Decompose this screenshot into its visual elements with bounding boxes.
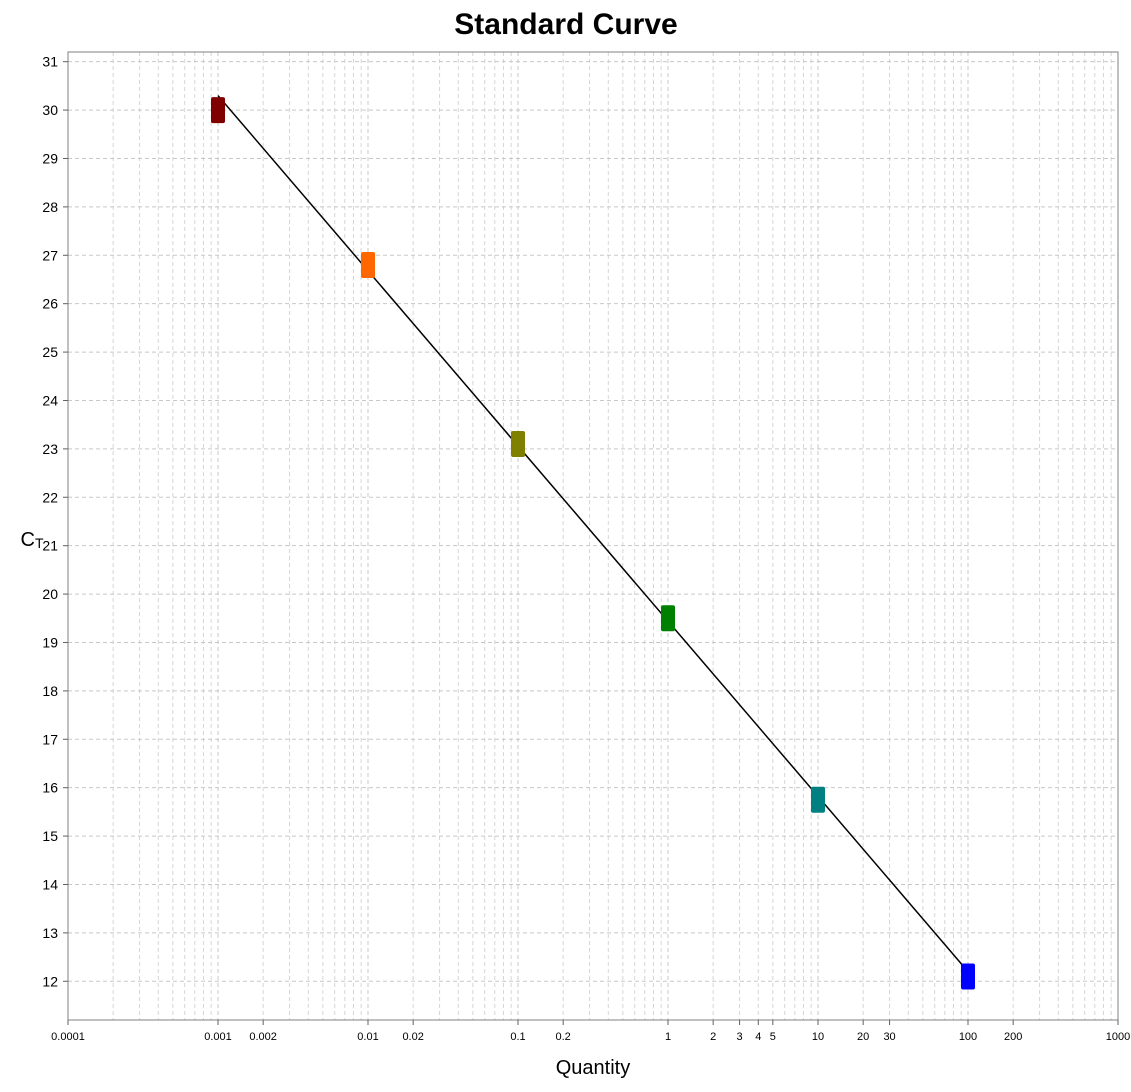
x-tick-label: 30: [883, 1031, 895, 1043]
y-tick-label: 18: [42, 683, 58, 699]
x-tick-label: 100: [959, 1031, 977, 1043]
y-tick-label: 21: [42, 538, 58, 554]
plot-frame: [67, 51, 1119, 1021]
y-tick-label: 14: [42, 876, 58, 892]
x-tick-label: 0.0001: [51, 1031, 85, 1043]
x-tick-label: 1: [665, 1031, 671, 1043]
x-axis: 0.0001 0.001 0.002 0.01 0.02 0.1 0.2 1 2 3 4 5 10 20 3…: [51, 1020, 1130, 1043]
x-tick-label: 3: [737, 1031, 743, 1043]
grid: [68, 52, 1118, 1020]
y-tick-label: 28: [42, 199, 58, 215]
x-tick-label: 0.002: [249, 1031, 277, 1043]
x-tick-label: 0.001: [204, 1031, 232, 1043]
data-point: [211, 97, 225, 124]
y-tick-label: 24: [42, 392, 58, 408]
y-axis-label-subscript: T: [35, 535, 44, 551]
y-tick-label: 25: [42, 344, 58, 360]
y-tick-label: 29: [42, 150, 58, 166]
data-point: [961, 963, 975, 990]
data-point: [511, 431, 525, 458]
y-tick-label: 15: [42, 828, 58, 844]
y-axis-label-main: C: [20, 529, 34, 551]
x-tick-label: 1000: [1106, 1031, 1130, 1043]
chart-title: Standard Curve: [454, 8, 677, 41]
data-point: [361, 251, 375, 278]
y-tick-label: 17: [42, 731, 58, 747]
y-tick-label: 19: [42, 634, 58, 650]
y-tick-label: 20: [42, 586, 58, 602]
x-tick-label: 10: [812, 1031, 824, 1043]
y-axis-label: CT: [20, 529, 43, 551]
x-tick-label: 20: [857, 1031, 869, 1043]
y-tick-label: 26: [42, 296, 58, 312]
data-points: [211, 97, 975, 990]
fit-line: [217, 95, 969, 973]
y-tick-label: 30: [42, 102, 58, 118]
x-tick-label: 5: [770, 1031, 776, 1043]
data-point: [661, 605, 675, 632]
y-tick-label: 23: [42, 441, 58, 457]
x-tick-label: 0.01: [357, 1031, 378, 1043]
y-axis: 12 13 14 15 16 17 18 19 20 21 22 23 24 25 26 27 28 29 30 31: [42, 54, 68, 989]
y-tick-label: 13: [42, 925, 58, 941]
y-tick-label: 16: [42, 780, 58, 796]
x-tick-label: 200: [1004, 1031, 1022, 1043]
x-axis-label: Quantity: [556, 1057, 630, 1079]
y-tick-label: 31: [42, 54, 58, 70]
x-tick-label: 0.02: [402, 1031, 423, 1043]
x-tick-label: 4: [755, 1031, 761, 1043]
data-point: [811, 786, 825, 813]
x-tick-label: 2: [710, 1031, 716, 1043]
x-tick-label: 0.1: [510, 1031, 525, 1043]
x-tick-label: 0.2: [556, 1031, 571, 1043]
y-tick-label: 22: [42, 489, 58, 505]
y-tick-label: 12: [42, 973, 58, 989]
y-tick-label: 27: [42, 247, 58, 263]
